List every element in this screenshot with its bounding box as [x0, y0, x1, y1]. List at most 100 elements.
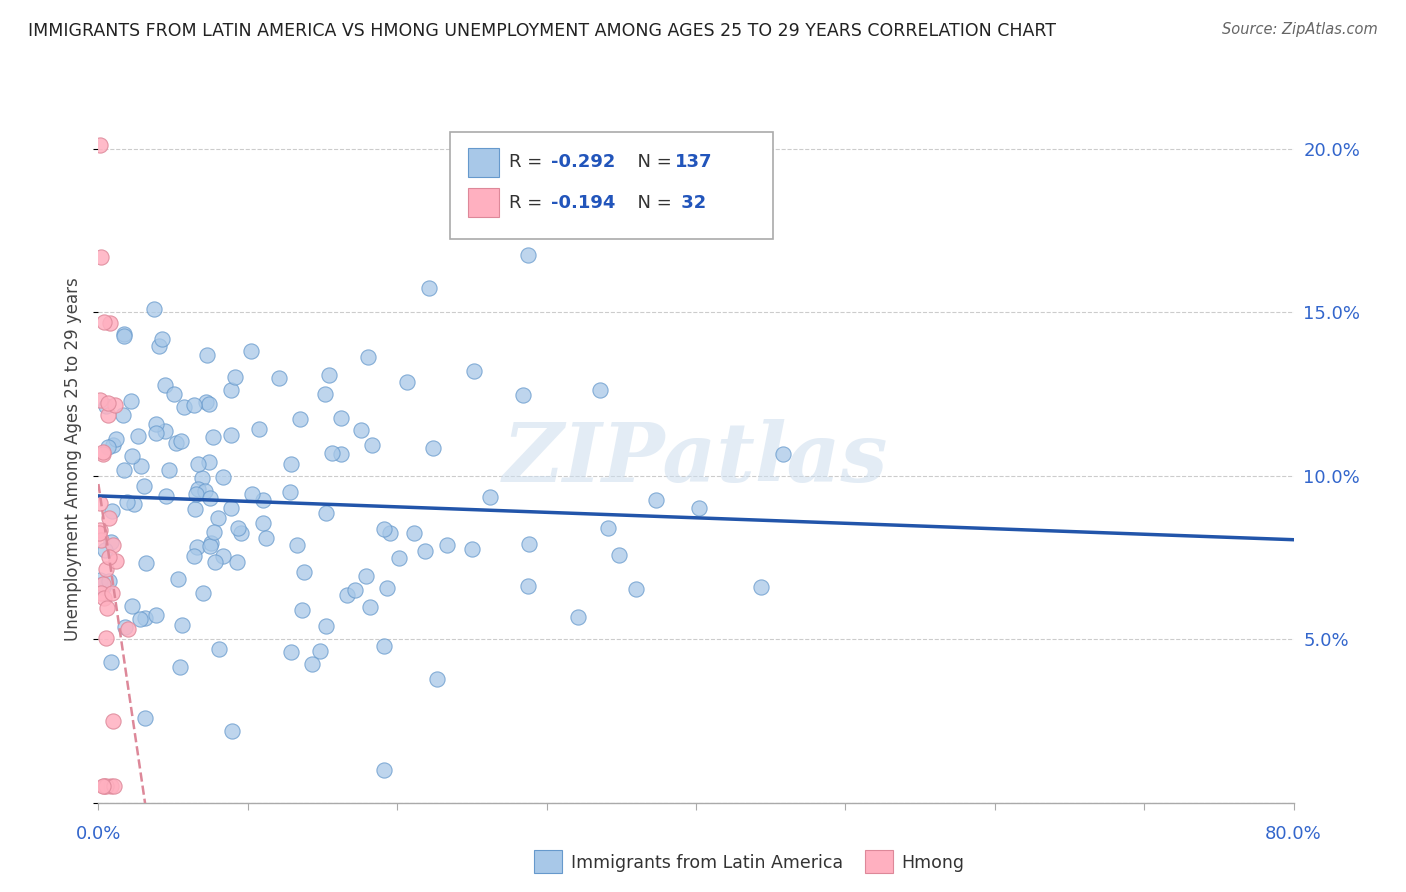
Point	[436, 537, 458, 551]
Point	[170, 618, 193, 632]
Point	[91, 577, 114, 591]
Text: Immigrants from Latin America: Immigrants from Latin America	[571, 854, 844, 871]
Point	[104, 398, 127, 412]
Point	[204, 555, 226, 569]
Point	[145, 417, 167, 431]
Point	[101, 585, 124, 599]
Point	[101, 438, 124, 452]
Point	[219, 428, 242, 442]
Point	[418, 281, 440, 295]
Point	[122, 497, 145, 511]
Point	[90, 250, 112, 264]
Point	[145, 426, 167, 441]
Point	[89, 137, 111, 152]
Point	[191, 470, 214, 484]
Point	[135, 556, 157, 570]
Point	[89, 393, 111, 408]
Point	[291, 603, 314, 617]
Point	[173, 400, 195, 414]
Text: IMMIGRANTS FROM LATIN AMERICA VS HMONG UNEMPLOYMENT AMONG AGES 25 TO 29 YEARS CO: IMMIGRANTS FROM LATIN AMERICA VS HMONG U…	[28, 22, 1056, 40]
Point	[94, 632, 117, 646]
Point	[89, 495, 111, 509]
Point	[153, 424, 176, 438]
Point	[143, 301, 166, 316]
Text: 32: 32	[675, 194, 706, 211]
Point	[155, 489, 177, 503]
Point	[211, 470, 233, 484]
Point	[111, 408, 134, 422]
Point	[97, 440, 120, 454]
Point	[93, 542, 115, 557]
Point	[252, 492, 274, 507]
Text: 80.0%: 80.0%	[1265, 825, 1322, 843]
Point	[98, 511, 121, 525]
Point	[380, 525, 402, 540]
Point	[166, 572, 188, 586]
Point	[112, 463, 135, 477]
Point	[157, 463, 180, 477]
Point	[359, 599, 381, 614]
Point	[105, 553, 128, 567]
Point	[360, 438, 382, 452]
Y-axis label: Unemployment Among Ages 25 to 29 years: Unemployment Among Ages 25 to 29 years	[65, 277, 83, 641]
Point	[93, 447, 115, 461]
Point	[280, 485, 302, 500]
Point	[94, 780, 117, 794]
Point	[749, 580, 772, 594]
Point	[200, 535, 222, 549]
Point	[100, 534, 122, 549]
Point	[315, 506, 337, 520]
Point	[145, 607, 167, 622]
Point	[247, 421, 270, 435]
Point	[101, 714, 124, 729]
Text: R =: R =	[509, 153, 548, 171]
Point	[93, 780, 115, 794]
Point	[152, 332, 174, 346]
Point	[103, 538, 125, 552]
Point	[267, 371, 290, 385]
Point	[198, 539, 221, 553]
Point	[121, 449, 143, 463]
Point	[517, 579, 540, 593]
Point	[183, 398, 205, 412]
Text: ZIPatlas: ZIPatlas	[503, 419, 889, 500]
Point	[112, 326, 135, 341]
Point	[97, 574, 120, 588]
Text: 137: 137	[675, 153, 713, 171]
Point	[567, 609, 589, 624]
Point	[121, 599, 143, 614]
Point	[512, 388, 534, 402]
Point	[101, 503, 124, 517]
Text: -0.194: -0.194	[551, 194, 616, 211]
Point	[598, 521, 620, 535]
Point	[131, 458, 153, 473]
Point	[198, 455, 221, 469]
Point	[624, 582, 647, 596]
Point	[478, 490, 501, 504]
Point	[90, 586, 112, 600]
Point	[97, 408, 120, 422]
Point	[114, 620, 136, 634]
Point	[100, 780, 122, 794]
Point	[170, 434, 193, 449]
Point	[153, 377, 176, 392]
Point	[91, 580, 114, 594]
Point	[212, 549, 235, 564]
Point	[229, 526, 252, 541]
Point	[112, 328, 135, 343]
Point	[134, 711, 156, 725]
Point	[98, 550, 121, 565]
Text: N =: N =	[626, 194, 678, 211]
Point	[202, 524, 225, 539]
Point	[89, 578, 111, 592]
Point	[772, 447, 794, 461]
Point	[183, 501, 205, 516]
Point	[239, 343, 262, 358]
Point	[226, 555, 249, 569]
Point	[226, 520, 249, 534]
Point	[607, 548, 630, 562]
Point	[166, 435, 188, 450]
Point	[404, 525, 426, 540]
Point	[186, 540, 208, 554]
Point	[219, 383, 242, 397]
